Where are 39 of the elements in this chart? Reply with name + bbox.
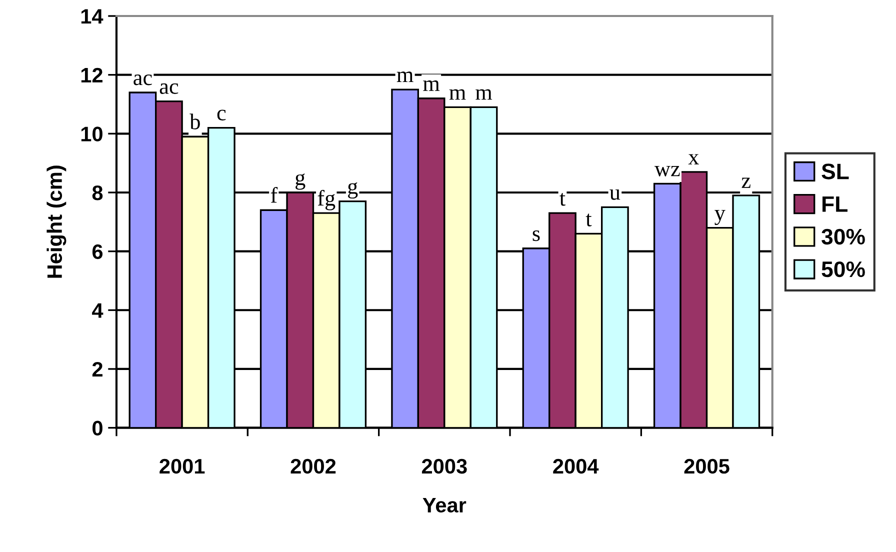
x-tick-label: 2003 <box>422 458 467 474</box>
annotation: fg <box>318 190 336 210</box>
annotation: g <box>296 174 306 190</box>
legend-label: 30% <box>822 228 865 245</box>
y-axis-title: Height (cm) <box>46 166 66 278</box>
annotation: ac <box>134 74 152 86</box>
y-tick-label: 8 <box>92 185 103 200</box>
annotation: b <box>190 114 200 130</box>
x-tick-label: 2002 <box>290 458 336 474</box>
y-tick-label: 4 <box>92 303 104 318</box>
annotation: m <box>476 89 492 100</box>
y-tick-label: 10 <box>81 126 102 142</box>
annotation: g <box>348 182 358 199</box>
y-tick-label: 14 <box>81 9 104 24</box>
x-tick-label: 2004 <box>553 458 599 474</box>
y-tick-label: 12 <box>81 68 102 82</box>
annotation: t <box>586 214 592 226</box>
annotation: m <box>449 89 466 100</box>
x-tick-label: 2001 <box>160 458 205 474</box>
annotation: z <box>742 178 750 188</box>
annotation: f <box>270 186 278 203</box>
y-tick-label: 0 <box>92 420 102 436</box>
y-tick-label: 2 <box>92 362 102 377</box>
annotation: y <box>714 210 726 226</box>
x-tick-label: 2005 <box>684 458 730 474</box>
annotation: x <box>688 154 699 164</box>
annotation: m <box>396 72 414 82</box>
legend-label: FL <box>822 196 848 212</box>
annotation: m <box>423 80 440 91</box>
annotation: ac <box>160 83 178 94</box>
legend-label: 50% <box>822 261 865 278</box>
annotation: t <box>560 193 566 206</box>
x-axis-title: Year <box>422 498 466 513</box>
y-tick-label: 6 <box>92 244 103 260</box>
legend-label: SL <box>822 164 849 180</box>
annotation: c <box>217 110 226 120</box>
annotation: s <box>532 230 540 242</box>
annotation: wz <box>654 166 680 176</box>
annotation: u <box>610 189 620 200</box>
